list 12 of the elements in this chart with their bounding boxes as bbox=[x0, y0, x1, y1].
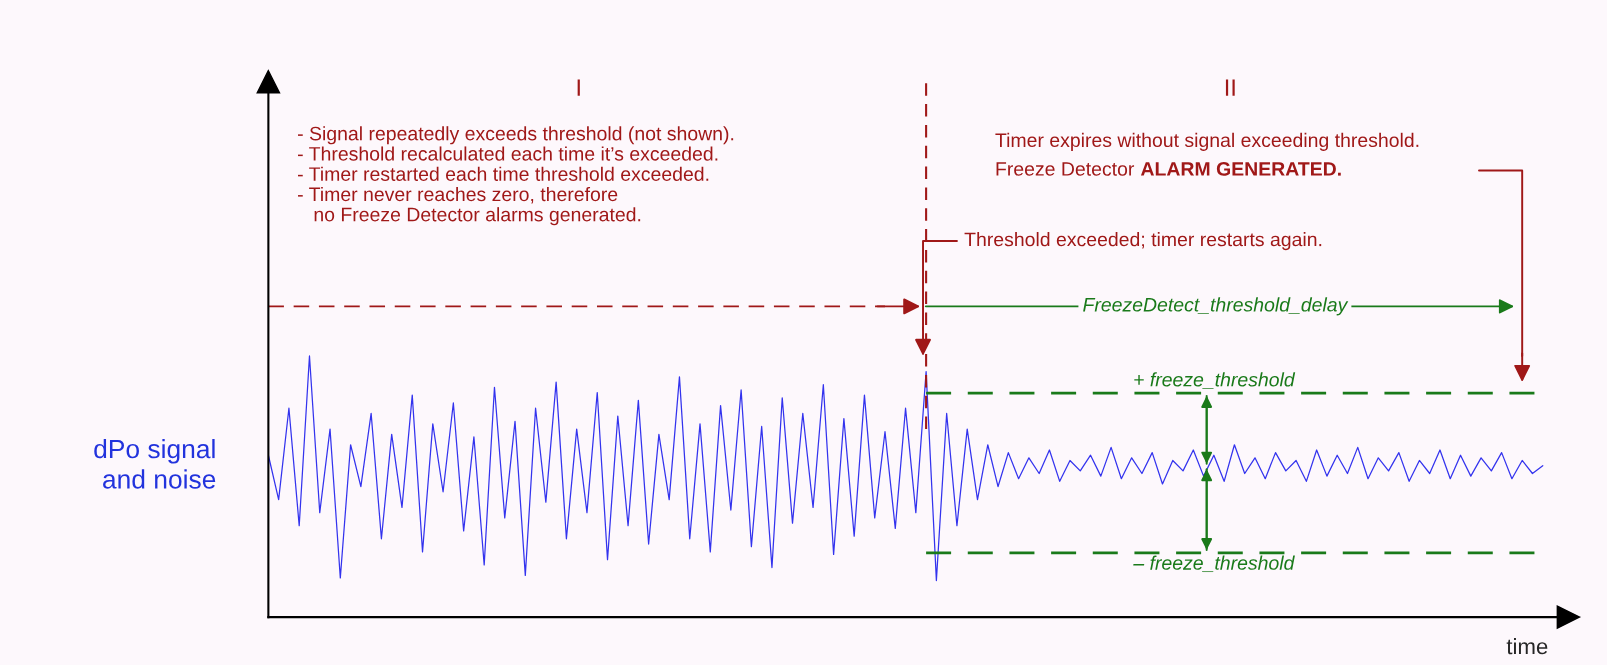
text: I bbox=[577, 79, 580, 96]
text: Freeze Detector bbox=[996, 162, 1135, 176]
ref-line-label: + freeze_threshold bbox=[1134, 372, 1296, 389]
text: Threshold exceeded; timer restarts again. bbox=[964, 232, 1322, 251]
y-axis-title: dPo signal and noise bbox=[94, 438, 216, 489]
text: Timer expires without signal exceeding threshold. bbox=[995, 132, 1419, 151]
text: - Signal repeatedly exceeds threshold (not shown). - Threshold recalculated each time it’s exceeded. - Timer restarted each time threshold exceeded. - Timer never reaches zero, therefore no Freeze Detector alarms generated. bbox=[298, 126, 734, 226]
ref-line-label: – freeze_threshold bbox=[1133, 555, 1295, 573]
text: FreezeDetect_threshold_delay bbox=[1083, 297, 1349, 316]
text: II bbox=[1225, 79, 1235, 96]
text: ALARM GENERATED. bbox=[1140, 162, 1341, 176]
x-axis-title: time bbox=[1506, 638, 1548, 655]
